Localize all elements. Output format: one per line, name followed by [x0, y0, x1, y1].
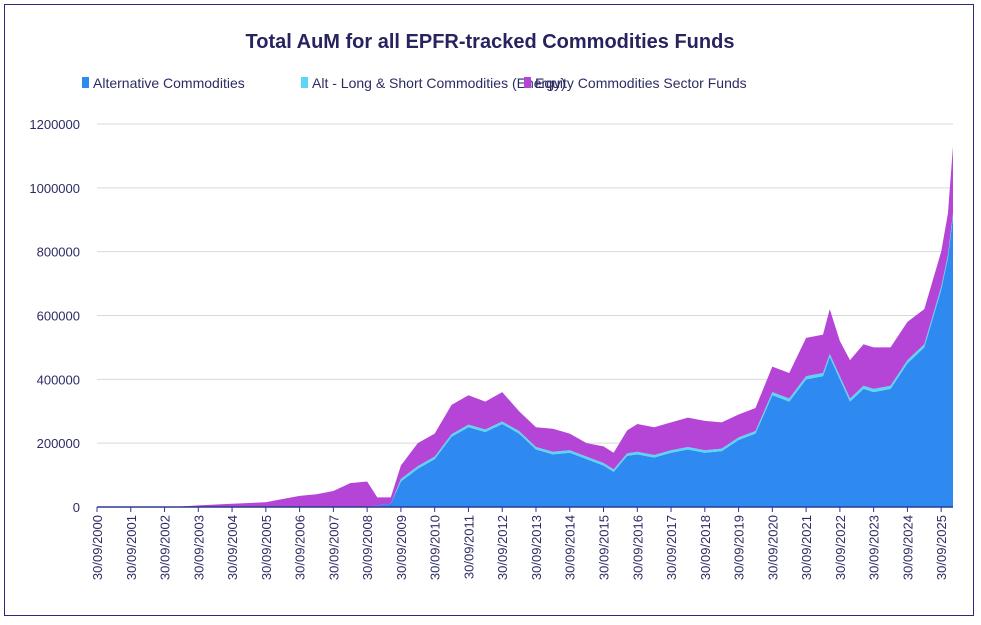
x-tick-label: 30/09/2024 [900, 515, 915, 580]
areas [97, 146, 953, 507]
legend-label: Alt - Long & Short Commodities (Energy) [312, 75, 566, 91]
x-tick-label: 30/09/2017 [664, 515, 679, 580]
legend: Alternative Commodities Alt - Long & Shor… [82, 75, 747, 91]
chart-title: Total AuM for all EPFR-tracked Commoditi… [246, 31, 735, 53]
x-tick-label: 30/09/2006 [293, 515, 308, 580]
y-tick-label: 0 [73, 500, 80, 515]
y-tick-label: 1200000 [29, 117, 80, 132]
x-tick-label: 30/09/2019 [732, 515, 747, 580]
x-tick-label: 30/09/2018 [698, 515, 713, 580]
x-tick-label: 30/09/2003 [191, 515, 206, 580]
area-alternative-commodities [97, 216, 953, 507]
x-tick-label: 30/09/2015 [597, 515, 612, 580]
x-tick-label: 30/09/2021 [799, 515, 814, 580]
x-tick-label: 30/09/2004 [225, 515, 240, 580]
y-tick-label: 400000 [37, 372, 80, 387]
y-tick-label: 600000 [37, 309, 80, 324]
legend-swatch [524, 77, 531, 88]
x-tick-label: 30/09/2025 [934, 515, 949, 580]
x-tick-label: 30/09/2009 [394, 515, 409, 580]
y-tick-label: 1000000 [29, 181, 80, 196]
legend-swatch [301, 77, 308, 88]
x-tick-label: 30/09/2016 [630, 515, 645, 580]
x-tick-label: 30/09/2010 [428, 515, 443, 580]
x-tick-label: 30/09/2000 [90, 515, 105, 580]
x-tick-label: 30/09/2013 [529, 515, 544, 580]
x-tick-label: 30/09/2020 [765, 515, 780, 580]
legend-swatch [82, 77, 89, 88]
legend-label: Alternative Commodities [93, 75, 245, 91]
legend-label: Equity Commodities Sector Funds [535, 75, 747, 91]
x-tick-label: 30/09/2012 [495, 515, 510, 580]
axes: 0 200000 400000 600000 800000 1000000 1200000 3… [29, 117, 953, 580]
x-tick-label: 30/09/2001 [124, 515, 139, 580]
x-tick-label: 30/09/2011 [461, 515, 476, 579]
x-tick-label: 30/09/2022 [833, 515, 848, 580]
x-tick-label: 30/09/2007 [326, 515, 341, 580]
chart-frame [4, 4, 974, 616]
y-tick-label: 800000 [37, 245, 80, 260]
y-tick-label: 200000 [37, 436, 80, 451]
x-tick-label: 30/09/2005 [259, 515, 274, 580]
x-tick-label: 30/09/2008 [360, 515, 375, 580]
x-tick-label: 30/09/2014 [563, 515, 578, 580]
x-tick-label: 30/09/2023 [867, 515, 882, 580]
x-tick-label: 30/09/2002 [158, 515, 173, 580]
area-equity-commodities-sector-funds [97, 146, 953, 507]
